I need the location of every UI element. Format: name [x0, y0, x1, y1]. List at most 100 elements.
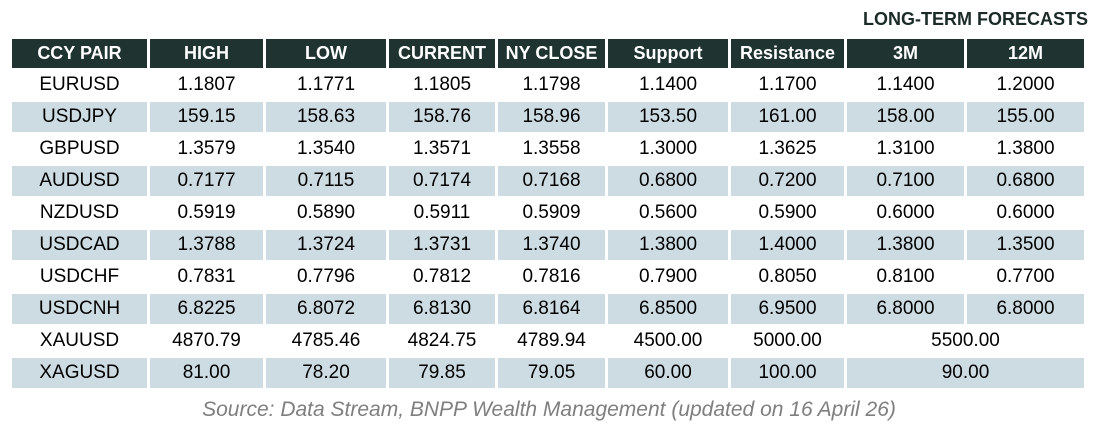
value-cell: 1.2000: [967, 70, 1084, 100]
value-cell: 0.6000: [847, 198, 964, 228]
value-cell: 0.8100: [847, 262, 964, 292]
value-cell: 0.7816: [498, 262, 605, 292]
value-cell: 1.3000: [608, 134, 728, 164]
ccy-pair-cell: USDCNH: [12, 294, 147, 324]
value-cell: 1.3800: [967, 134, 1084, 164]
value-cell: 161.00: [731, 102, 844, 132]
value-cell: 1.1700: [731, 70, 844, 100]
ccy-pair-cell: NZDUSD: [12, 198, 147, 228]
table-row-usdcad: USDCAD 1.3788 1.3724 1.3731 1.3740 1.3800 1.40…: [12, 230, 1084, 260]
value-cell: 158.00: [847, 102, 964, 132]
column-header-ny-close: NY CLOSE: [498, 39, 605, 68]
header-row: CCY PAIR HIGH LOW CURRENT NY CLOSE Support Res…: [12, 39, 1084, 68]
value-cell: 158.63: [266, 102, 386, 132]
value-cell: 6.8500: [608, 294, 728, 324]
value-cell: 6.8000: [967, 294, 1084, 324]
value-cell: 4500.00: [608, 326, 728, 356]
value-cell: 0.7100: [847, 166, 964, 196]
value-cell: 4789.94: [498, 326, 605, 356]
column-header-resistance: Resistance: [731, 39, 844, 68]
table-row-usdjpy: USDJPY 159.15 158.63 158.76 158.96 153.50 161.…: [12, 102, 1084, 132]
column-header-12m: 12M: [967, 39, 1084, 68]
value-cell: 100.00: [731, 358, 844, 388]
ccy-pair-cell: USDJPY: [12, 102, 147, 132]
column-header-support: Support: [608, 39, 728, 68]
value-cell: 155.00: [967, 102, 1084, 132]
ccy-pair-cell: AUDUSD: [12, 166, 147, 196]
value-cell: 4824.75: [389, 326, 495, 356]
value-cell: 0.7177: [150, 166, 263, 196]
column-header-ccy-pair: CCY PAIR: [12, 39, 147, 68]
table-row-usdchf: USDCHF 0.7831 0.7796 0.7812 0.7816 0.7900 0.80…: [12, 262, 1084, 292]
ccy-pair-cell: EURUSD: [12, 70, 147, 100]
value-cell: 0.7700: [967, 262, 1084, 292]
value-cell: 1.3724: [266, 230, 386, 260]
value-cell: 1.3800: [608, 230, 728, 260]
value-cell: 6.8225: [150, 294, 263, 324]
value-cell: 0.7812: [389, 262, 495, 292]
fx-forecast-table: CCY PAIR HIGH LOW CURRENT NY CLOSE Support Res…: [9, 37, 1087, 390]
ccy-pair-cell: USDCAD: [12, 230, 147, 260]
value-cell: 0.6000: [967, 198, 1084, 228]
table-row-usdcnh: USDCNH 6.8225 6.8072 6.8130 6.8164 6.8500 6.95…: [12, 294, 1084, 324]
column-header-3m: 3M: [847, 39, 964, 68]
ccy-pair-cell: XAGUSD: [12, 358, 147, 388]
value-cell: 0.7796: [266, 262, 386, 292]
value-cell: 6.8000: [847, 294, 964, 324]
value-cell: 4870.79: [150, 326, 263, 356]
table-row-xagusd: XAGUSD 81.00 78.20 79.85 79.05 60.00 100.00 90.…: [12, 358, 1084, 388]
table-row-eurusd: EURUSD 1.1807 1.1771 1.1805 1.1798 1.1400 1.17…: [12, 70, 1084, 100]
value-cell: 0.6800: [608, 166, 728, 196]
value-cell: 158.76: [389, 102, 495, 132]
table-row-xauusd: XAUUSD 4870.79 4785.46 4824.75 4789.94 4500.0…: [12, 326, 1084, 356]
value-cell: 1.3740: [498, 230, 605, 260]
value-cell: 0.6800: [967, 166, 1084, 196]
value-cell: 0.5919: [150, 198, 263, 228]
value-cell: 1.3800: [847, 230, 964, 260]
value-cell: 79.05: [498, 358, 605, 388]
value-cell: 0.5900: [731, 198, 844, 228]
table-row-gbpusd: GBPUSD 1.3579 1.3540 1.3571 1.3558 1.3000 1.36…: [12, 134, 1084, 164]
value-cell: 1.3571: [389, 134, 495, 164]
ccy-pair-cell: USDCHF: [12, 262, 147, 292]
value-cell: 1.3500: [967, 230, 1084, 260]
value-cell: 1.3788: [150, 230, 263, 260]
value-cell: 1.1400: [608, 70, 728, 100]
value-cell: 78.20: [266, 358, 386, 388]
value-cell: 1.3731: [389, 230, 495, 260]
value-cell: 1.3579: [150, 134, 263, 164]
value-cell: 0.7900: [608, 262, 728, 292]
table-row-audusd: AUDUSD 0.7177 0.7115 0.7174 0.7168 0.6800 0.72…: [12, 166, 1084, 196]
value-cell: 1.4000: [731, 230, 844, 260]
value-cell: 159.15: [150, 102, 263, 132]
value-cell: 0.7200: [731, 166, 844, 196]
value-cell: 81.00: [150, 358, 263, 388]
value-cell: 60.00: [608, 358, 728, 388]
value-cell: 1.1805: [389, 70, 495, 100]
value-cell: 0.5890: [266, 198, 386, 228]
value-cell: 153.50: [608, 102, 728, 132]
table-row-nzdusd: NZDUSD 0.5919 0.5890 0.5911 0.5909 0.5600 0.59…: [12, 198, 1084, 228]
value-cell: 1.3540: [266, 134, 386, 164]
table-body: EURUSD 1.1807 1.1771 1.1805 1.1798 1.1400 1.17…: [12, 70, 1084, 388]
value-cell: 1.1400: [847, 70, 964, 100]
value-cell: 1.3100: [847, 134, 964, 164]
value-cell: 1.1798: [498, 70, 605, 100]
value-cell: 6.9500: [731, 294, 844, 324]
value-cell: 1.1771: [266, 70, 386, 100]
merged-forecast-cell: 90.00: [847, 358, 1084, 388]
value-cell: 5000.00: [731, 326, 844, 356]
value-cell: 0.7174: [389, 166, 495, 196]
merged-forecast-cell: 5500.00: [847, 326, 1084, 356]
value-cell: 158.96: [498, 102, 605, 132]
value-cell: 6.8130: [389, 294, 495, 324]
value-cell: 1.3625: [731, 134, 844, 164]
value-cell: 0.7115: [266, 166, 386, 196]
value-cell: 1.3558: [498, 134, 605, 164]
column-header-current: CURRENT: [389, 39, 495, 68]
source-note: Source: Data Stream, BNPP Wealth Managem…: [202, 398, 896, 421]
column-header-high: HIGH: [150, 39, 263, 68]
long-term-forecasts-label: LONG-TERM FORECASTS: [863, 9, 1088, 29]
value-cell: 0.5911: [389, 198, 495, 228]
